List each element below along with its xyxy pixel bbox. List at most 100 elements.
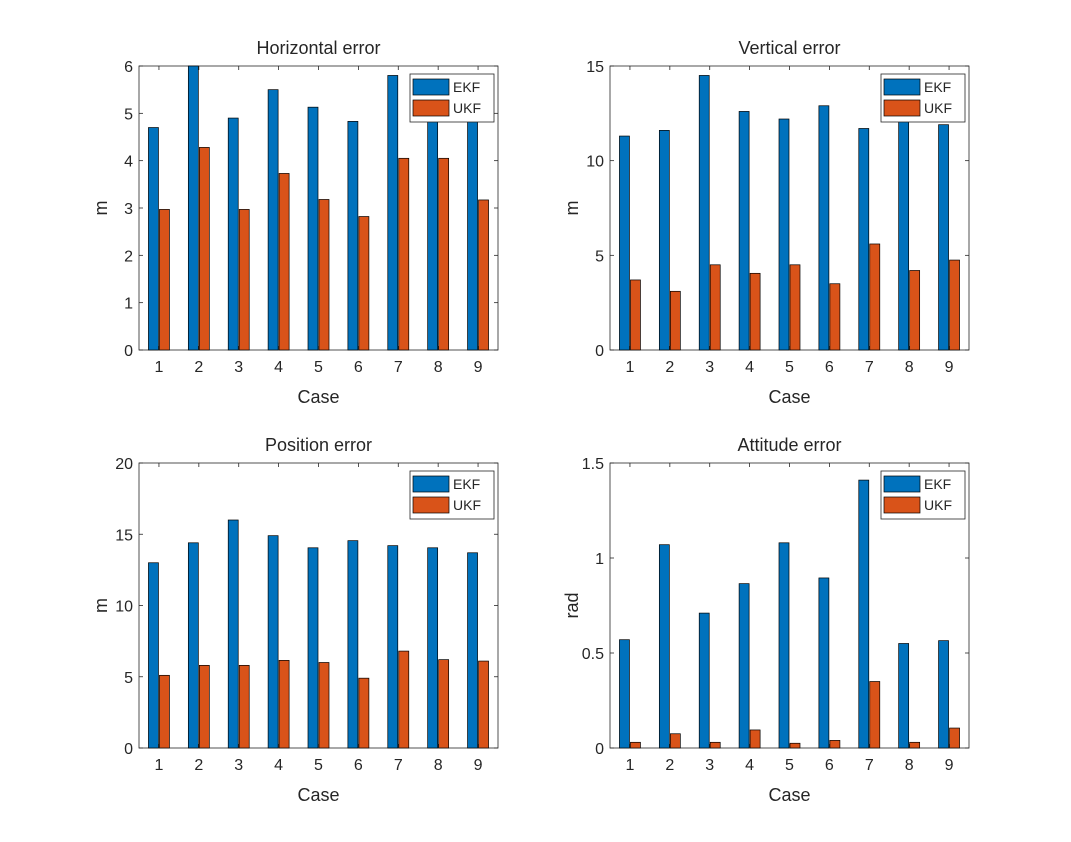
x-tick-label: 1	[625, 757, 634, 774]
x-axis-label: Case	[297, 387, 339, 407]
bar-ukf-case-8	[909, 270, 921, 351]
bar-ukf-case-6	[829, 283, 841, 351]
legend-label-ukf: UKF	[924, 497, 952, 513]
bar-ukf-case-1	[159, 674, 170, 749]
bar-ekf-case-5	[778, 542, 790, 749]
legend-swatch-ekf	[412, 78, 450, 96]
y-tick-label: 20	[115, 456, 133, 473]
x-tick-label: 6	[354, 359, 363, 376]
bar-ukf-case-5	[318, 662, 330, 749]
legend-swatch-ekf	[883, 475, 921, 493]
x-tick-label: 4	[745, 757, 754, 774]
bar-ukf-case-7	[869, 243, 881, 351]
bar-ekf-case-5	[778, 118, 790, 351]
x-tick-label: 4	[274, 757, 283, 774]
bar-ekf-case-4	[267, 535, 279, 749]
x-tick-label: 3	[705, 757, 714, 774]
bar-ekf-case-1	[148, 562, 159, 749]
x-tick-label: 1	[154, 359, 163, 376]
x-tick-label: 9	[945, 757, 954, 774]
bar-ukf-case-8	[438, 157, 450, 351]
subplot-2: 0 5 10 15 1 2 3 4 5 6 7 8 9 Vertical error Case m EKF UKF	[562, 38, 970, 407]
bar-ekf-case-7	[387, 75, 399, 351]
x-tick-label: 2	[665, 757, 674, 774]
legend-swatch-ekf	[883, 78, 921, 96]
bar-ekf-case-3	[227, 519, 239, 749]
x-tick-label: 7	[865, 757, 874, 774]
y-axis-label: m	[562, 201, 582, 216]
bar-ukf-case-6	[358, 216, 370, 351]
y-tick-label: 0	[124, 741, 133, 758]
bar-ekf-case-7	[858, 479, 870, 749]
x-tick-label: 1	[625, 359, 634, 376]
x-tick-label: 8	[434, 359, 443, 376]
y-tick-label: 0.5	[582, 646, 604, 663]
chart-title: Attitude error	[737, 435, 841, 455]
x-axis-label: Case	[768, 387, 810, 407]
bar-ukf-case-5	[789, 742, 801, 749]
bar-ekf-case-3	[227, 117, 239, 351]
bar-ukf-case-8	[909, 741, 921, 749]
bar-ukf-case-7	[398, 650, 410, 749]
y-tick-label: 5	[124, 106, 133, 123]
bar-ukf-case-5	[789, 264, 801, 351]
bar-ekf-case-5	[307, 106, 319, 351]
y-tick-label: 5	[124, 670, 133, 687]
bar-ukf-case-3	[709, 264, 721, 351]
bar-ekf-case-7	[387, 545, 399, 749]
y-tick-label: 3	[124, 201, 133, 218]
legend-label-ekf: EKF	[924, 476, 951, 492]
bar-ekf-case-5	[307, 547, 319, 749]
bar-ukf-case-3	[709, 741, 721, 749]
legend: EKF UKF	[409, 470, 495, 520]
bar-ukf-case-1	[159, 209, 170, 351]
bar-ekf-case-8	[427, 547, 439, 749]
x-tick-label: 1	[154, 757, 163, 774]
x-tick-label: 2	[194, 359, 203, 376]
bar-ekf-case-3	[698, 612, 710, 749]
bar-ekf-case-7	[858, 128, 870, 351]
bar-ukf-case-5	[318, 199, 330, 351]
bar-ukf-case-1	[630, 741, 641, 749]
bar-ekf-case-6	[347, 121, 359, 351]
legend-swatch-ukf	[883, 99, 921, 117]
y-tick-label: 4	[124, 154, 133, 171]
y-axis-label: rad	[562, 592, 582, 618]
x-tick-label: 4	[274, 359, 283, 376]
bar-ekf-case-1	[148, 127, 159, 351]
legend-label-ekf: EKF	[453, 476, 480, 492]
y-tick-label: 10	[115, 599, 133, 616]
y-tick-label: 2	[124, 248, 133, 265]
x-tick-label: 5	[314, 757, 323, 774]
bar-ekf-case-2	[658, 130, 670, 351]
y-tick-label: 6	[124, 59, 133, 76]
subplot-3: 0 5 10 15 20 1 2 3 4 5 6 7 8 9 Position error Case m EKF U…	[91, 435, 499, 805]
bar-ukf-case-9	[949, 727, 960, 749]
bar-ukf-case-8	[438, 659, 450, 749]
x-tick-label: 7	[394, 757, 403, 774]
bar-ukf-case-6	[358, 677, 370, 749]
x-tick-label: 2	[665, 359, 674, 376]
bar-ekf-case-4	[738, 583, 750, 749]
bar-ekf-case-1	[619, 135, 630, 351]
chart-title: Position error	[265, 435, 372, 455]
legend-label-ekf: EKF	[924, 79, 951, 95]
bar-ukf-case-7	[398, 157, 410, 351]
bar-ukf-case-2	[669, 290, 681, 351]
chart-title: Horizontal error	[256, 38, 380, 58]
bar-ekf-case-1	[619, 639, 630, 749]
bar-ukf-case-6	[829, 740, 841, 749]
x-tick-label: 6	[825, 359, 834, 376]
y-tick-label: 15	[115, 527, 133, 544]
x-tick-label: 9	[474, 757, 483, 774]
x-tick-label: 9	[474, 359, 483, 376]
x-tick-label: 5	[785, 757, 794, 774]
y-tick-label: 1	[595, 551, 604, 568]
x-tick-label: 4	[745, 359, 754, 376]
bar-ekf-case-6	[818, 105, 830, 351]
bar-ukf-case-3	[238, 664, 250, 749]
bar-ukf-case-4	[749, 729, 761, 749]
y-axis-label: m	[91, 201, 111, 216]
x-tick-label: 8	[905, 359, 914, 376]
